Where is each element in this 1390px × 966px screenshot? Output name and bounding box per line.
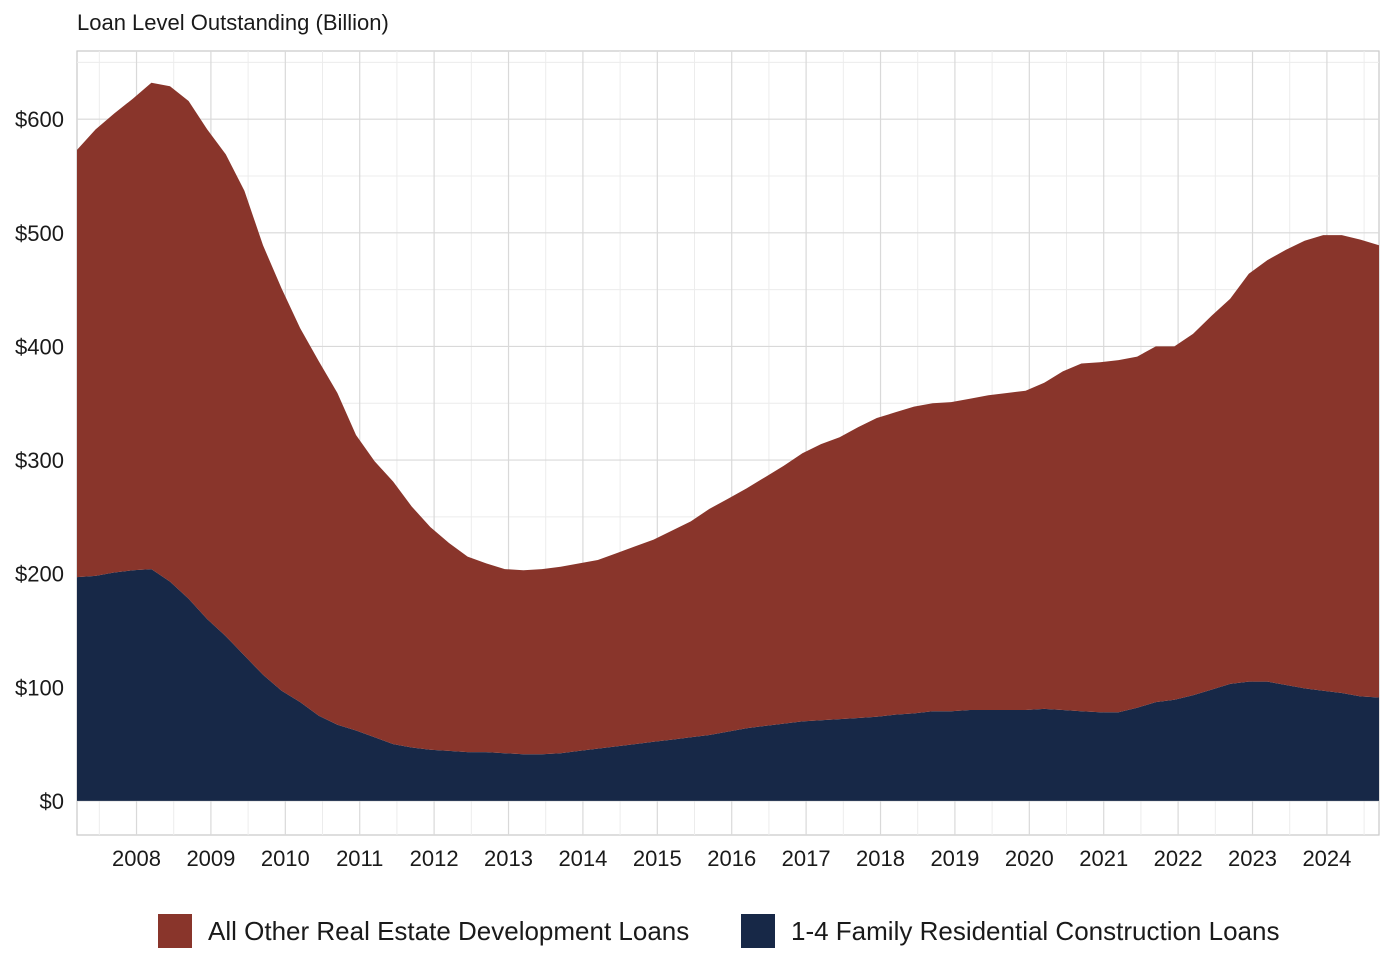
x-tick-label: 2020 — [1005, 846, 1054, 871]
x-tick-label: 2022 — [1154, 846, 1203, 871]
area-1-4-family-residential-construction-loans — [77, 569, 1379, 801]
legend-swatch-residential-construction — [741, 914, 775, 948]
x-tick-label: 2010 — [261, 846, 310, 871]
area-series — [77, 82, 1379, 801]
x-tick-label: 2012 — [410, 846, 459, 871]
x-tick-label: 2023 — [1228, 846, 1277, 871]
y-tick-label: $500 — [15, 221, 64, 246]
x-tick-label: 2014 — [558, 846, 607, 871]
x-tick-label: 2011 — [336, 846, 383, 871]
y-tick-label: $100 — [15, 675, 64, 700]
legend-label-residential-construction: 1-4 Family Residential Construction Loan… — [791, 915, 1280, 946]
x-tick-label: 2015 — [633, 846, 682, 871]
area-all-other-real-estate-development-loans — [77, 82, 1379, 755]
y-tick-label: $0 — [40, 789, 64, 814]
y-tick-label: $400 — [15, 334, 64, 359]
legend-item-residential-construction: 1-4 Family Residential Construction Loan… — [741, 906, 1279, 956]
x-tick-label: 2017 — [782, 846, 831, 871]
y-tick-label: $200 — [15, 562, 64, 587]
x-tick-label: 2009 — [186, 846, 235, 871]
area-chart: $0$100$200$300$400$500$600 2008 2009 2010 2… — [15, 50, 1380, 871]
chart-subtitle: Loan Level Outstanding (Billion) — [77, 10, 389, 35]
x-axis-ticks: 2008 2009 2010 2011 2012 2013 2014 2015 2016 2017… — [112, 846, 1351, 871]
legend-label-other-development: All Other Real Estate Development Loans — [208, 915, 690, 946]
x-tick-label: 2013 — [484, 846, 533, 871]
y-axis-ticks: $0 $100 $200 $300 $400 $500 $600 — [15, 107, 64, 814]
x-tick-label: 2021 — [1079, 846, 1128, 871]
y-tick-label: $300 — [15, 448, 64, 473]
x-tick-label: 2008 — [112, 846, 161, 871]
x-tick-label: 2024 — [1302, 846, 1351, 871]
x-tick-label: 2016 — [707, 846, 756, 871]
legend-item-other-development: All Other Real Estate Development Loans — [158, 906, 689, 956]
legend: All Other Real Estate Development Loans … — [0, 906, 1390, 956]
legend-swatch-other-development — [158, 914, 192, 948]
y-tick-label: $600 — [15, 107, 64, 132]
x-tick-label: 2019 — [930, 846, 979, 871]
x-tick-label: 2018 — [856, 846, 905, 871]
